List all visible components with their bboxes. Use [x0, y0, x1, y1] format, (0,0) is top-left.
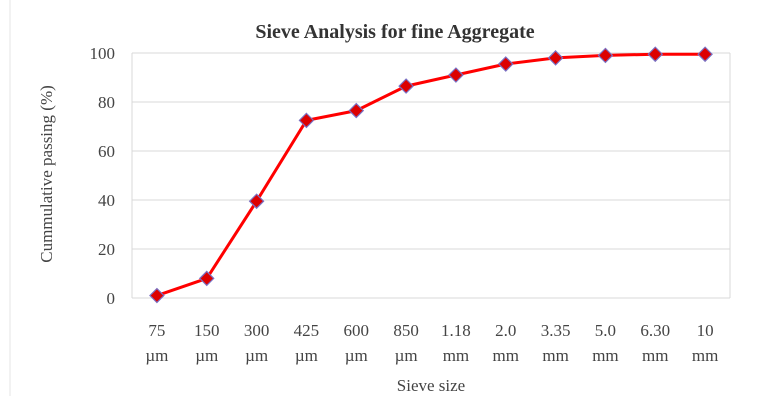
series-line-0 — [156, 52, 706, 298]
x-tick-label-3-value: 425 — [294, 321, 320, 340]
y-tick-label-5: 100 — [90, 44, 116, 63]
x-tick-label-7-unit: mm — [493, 346, 519, 365]
x-tick-label-10-value: 6.30 — [640, 321, 670, 340]
data-point-2 — [248, 193, 265, 210]
y-tick-label-4: 80 — [98, 93, 115, 112]
chart-title: Sieve Analysis for fine Aggregate — [255, 21, 534, 43]
x-axis-title: Sieve size — [397, 376, 465, 395]
series-layer — [149, 46, 713, 304]
y-tick-label-3: 60 — [98, 142, 115, 161]
data-point-5 — [398, 78, 414, 94]
x-tick-label-8-unit: mm — [542, 346, 568, 365]
x-tick-label-7-value: 2.0 — [495, 321, 516, 340]
x-tick-label-6-unit: mm — [443, 346, 469, 365]
grid-layer — [131, 52, 731, 299]
x-tick-label-11-value: 10 — [697, 321, 714, 340]
x-tick-label-5-unit: µm — [395, 346, 418, 365]
data-point-1 — [198, 270, 215, 287]
y-tick-label-0: 0 — [107, 289, 116, 308]
x-tick-label-0-value: 75 — [148, 321, 165, 340]
data-point-9 — [597, 47, 614, 64]
x-tick-label-1-value: 150 — [194, 321, 220, 340]
data-point-11 — [697, 46, 713, 63]
data-point-8 — [547, 50, 564, 66]
x-tick-label-3-unit: µm — [295, 346, 318, 365]
x-tick-label-11-unit: mm — [692, 346, 718, 365]
x-tick-label-1-unit: µm — [195, 346, 218, 365]
x-tick-label-6-value: 1.18 — [441, 321, 471, 340]
y-tick-labels: 0 20 40 60 80 100 — [90, 44, 116, 308]
x-tick-label-10-unit: mm — [642, 346, 668, 365]
y-tick-label-2: 40 — [98, 191, 115, 210]
x-tick-label-9-value: 5.0 — [595, 321, 616, 340]
x-tick-label-2-unit: µm — [245, 346, 268, 365]
x-tick-label-0-unit: µm — [145, 346, 168, 365]
data-point-4 — [348, 102, 365, 119]
x-tick-label-9-unit: mm — [592, 346, 618, 365]
data-point-3 — [298, 112, 315, 129]
data-point-0 — [149, 287, 165, 304]
data-point-7 — [497, 56, 514, 72]
y-tick-label-1: 20 — [98, 240, 115, 259]
x-tick-label-8-value: 3.35 — [541, 321, 571, 340]
x-tick-label-4-unit: µm — [345, 346, 368, 365]
x-tick-label-5-value: 850 — [393, 321, 419, 340]
y-axis-title: Cummulative passing (%) — [37, 85, 56, 263]
x-tick-labels: 75 µm 150 µm 300 µm 425 µm 600 µm 850 µm 1.18 mm 2.0 mm… — [145, 321, 718, 365]
data-point-10 — [647, 46, 664, 63]
x-tick-label-2-value: 300 — [244, 321, 270, 340]
data-point-6 — [448, 67, 464, 83]
x-tick-label-4-value: 600 — [344, 321, 370, 340]
